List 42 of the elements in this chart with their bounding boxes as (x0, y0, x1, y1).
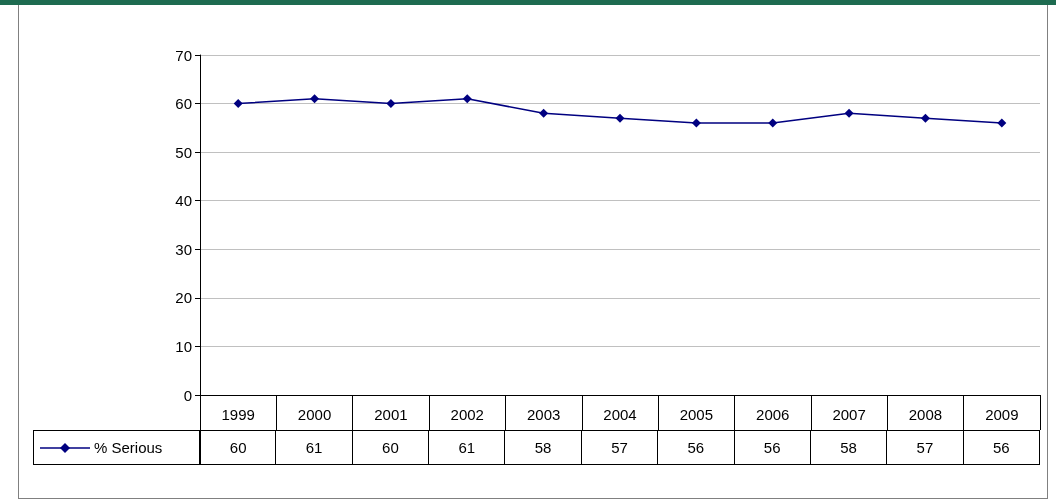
point (386, 99, 396, 109)
point (768, 118, 778, 128)
point (997, 118, 1007, 128)
data-label: 60 (352, 430, 430, 465)
x-tick-label: 2005 (679, 406, 714, 423)
x-tick-label: 2006 (756, 406, 790, 423)
point (233, 99, 243, 109)
x-tick-label: 2008 (908, 406, 943, 423)
point (615, 113, 625, 123)
point (844, 108, 854, 118)
y-tick-label: 50 (175, 143, 192, 161)
y-tick-label: 0 (183, 386, 192, 404)
x-tick-label: 2002 (450, 406, 484, 423)
y-tick-label: 20 (175, 289, 192, 307)
y-tick-label: 40 (175, 192, 192, 210)
data-label: 58 (505, 430, 582, 465)
x-tick-label: 2003 (526, 406, 561, 423)
data-label: 57 (887, 430, 964, 465)
data-label: 58 (810, 430, 888, 465)
point (462, 94, 472, 104)
point (539, 108, 549, 118)
data-label: 60 (200, 430, 277, 465)
data-label: 61 (429, 430, 506, 465)
data-label: 57 (581, 430, 659, 465)
legend-label: % Serious (94, 439, 163, 456)
x-tick-label: 2001 (374, 406, 408, 423)
y-tick-label: 30 (175, 240, 192, 258)
point (310, 94, 320, 104)
x-tick-label: 1999 (221, 406, 255, 423)
x-tick-label: 2009 (985, 406, 1019, 423)
y-tick-label: 10 (175, 337, 192, 355)
data-label: 56 (734, 430, 811, 465)
data-label: 61 (276, 430, 353, 465)
x-tick-label: 2004 (603, 406, 637, 423)
data-label: 56 (963, 430, 1040, 465)
point (691, 118, 701, 128)
y-tick-label: 70 (175, 46, 192, 64)
data-label: 56 (658, 430, 735, 465)
x-tick-label: 2007 (832, 406, 866, 423)
y-tick-label: 60 (175, 95, 192, 113)
point (920, 113, 930, 123)
x-tick-label: 2000 (297, 406, 332, 423)
